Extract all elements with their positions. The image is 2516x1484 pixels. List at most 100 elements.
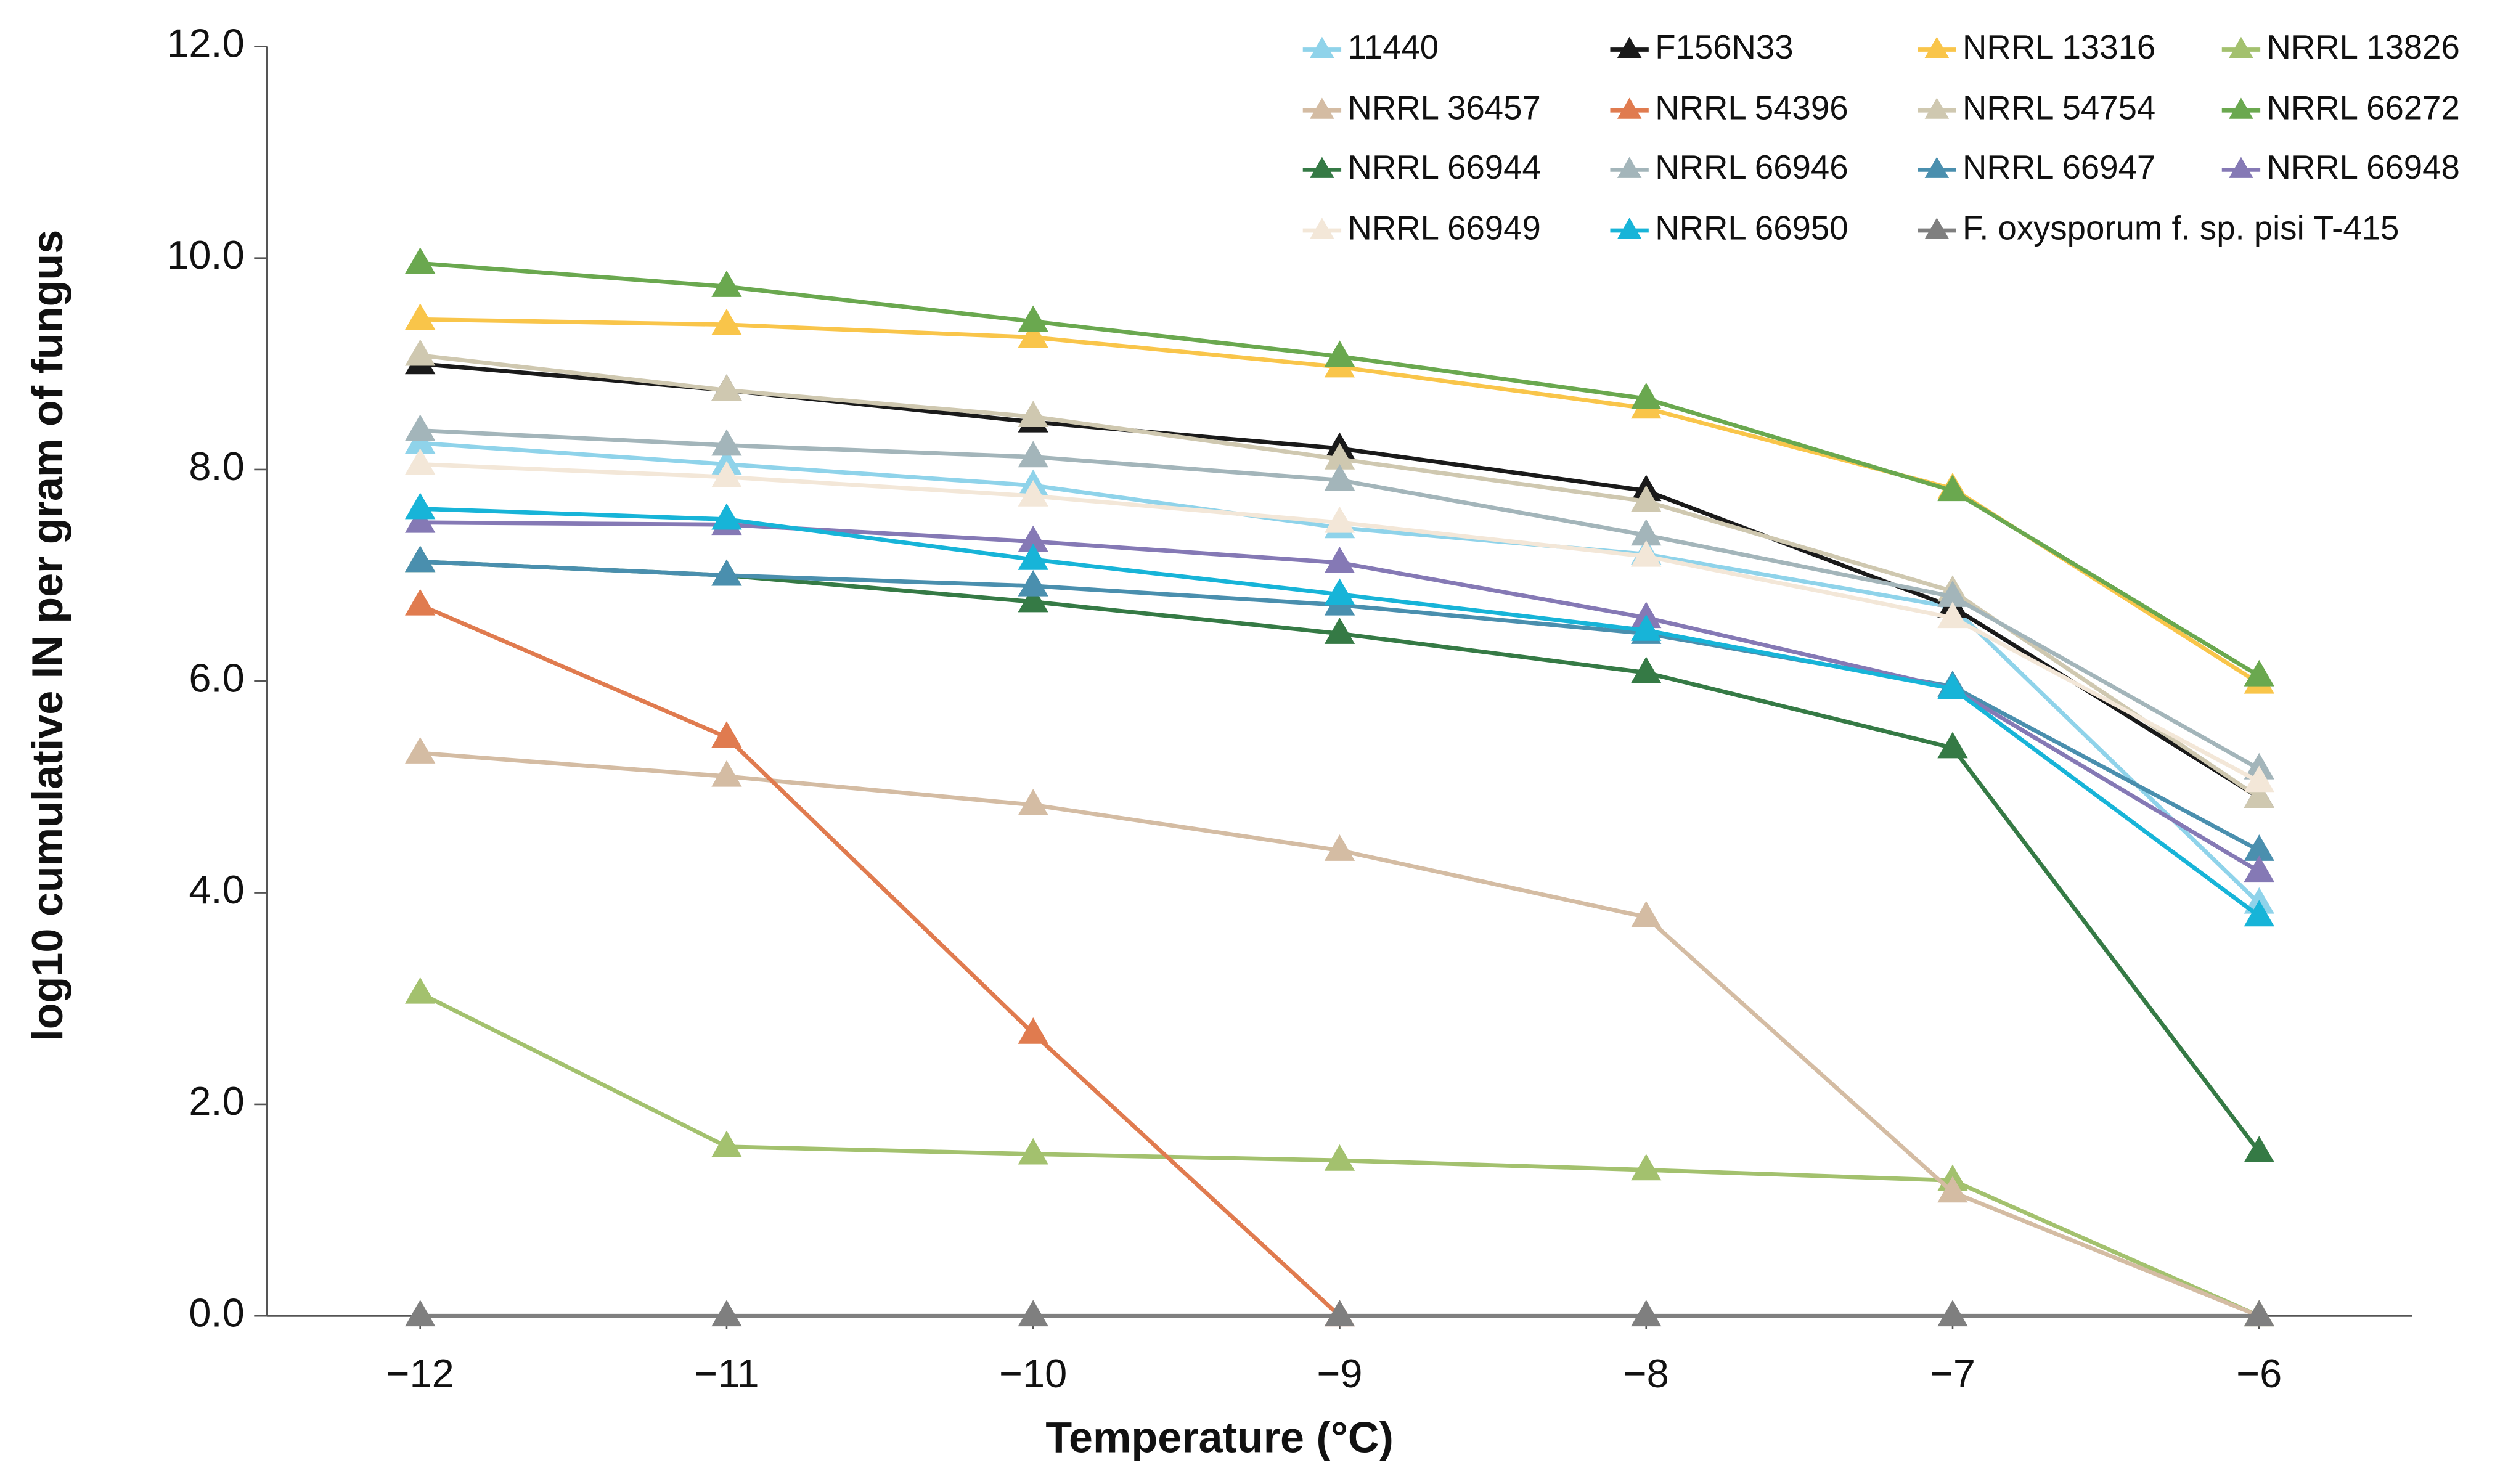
data-point	[1631, 540, 1662, 567]
data-point	[711, 559, 742, 586]
data-point	[711, 1130, 742, 1157]
data-point	[711, 374, 742, 401]
data-point	[405, 589, 436, 616]
legend-marker	[2229, 97, 2253, 119]
data-point	[2244, 659, 2274, 687]
legend-marker	[2229, 157, 2253, 178]
data-point	[1018, 525, 1048, 552]
y-tick-label: 10.0	[166, 232, 244, 277]
data-point	[1937, 1176, 1968, 1203]
data-point	[1937, 1300, 1968, 1327]
data-point	[2244, 781, 2274, 809]
data-point	[711, 308, 742, 335]
legend-marker	[1617, 157, 1642, 178]
data-point	[1324, 442, 1355, 470]
data-point	[2244, 765, 2274, 793]
legend-text: NRRL 66944	[1347, 149, 1540, 186]
data-point	[711, 271, 742, 297]
x-tick-label: −12	[386, 1351, 454, 1396]
data-point	[1631, 485, 1662, 512]
data-point	[405, 737, 436, 764]
data-point	[1324, 340, 1355, 367]
data-point	[2244, 834, 2274, 861]
data-point	[711, 461, 742, 487]
legend-marker	[1924, 218, 1950, 239]
data-point	[405, 492, 436, 520]
x-tick-label: −6	[2236, 1351, 2282, 1396]
y-tick-label: 2.0	[189, 1078, 244, 1123]
data-point	[1018, 1017, 1048, 1044]
data-point	[2244, 1300, 2274, 1327]
data-point	[1324, 834, 1355, 861]
legend-text: NRRL 54396	[1655, 89, 1848, 127]
y-tick-label: 8.0	[189, 444, 244, 489]
data-point	[1018, 569, 1048, 597]
legend-text: 11440	[1347, 28, 1439, 66]
data-point	[1631, 382, 1662, 409]
legend-text: NRRL 36457	[1347, 89, 1540, 127]
data-point	[711, 503, 742, 530]
x-tick-label: −9	[1317, 1351, 1362, 1396]
series-line	[419, 603, 1341, 1318]
data-point	[1631, 1300, 1662, 1327]
data-point	[1937, 475, 1968, 502]
data-point	[711, 429, 742, 456]
legend-marker	[1924, 36, 1950, 59]
data-point	[1018, 1138, 1048, 1165]
data-point	[405, 339, 436, 366]
data-point	[2244, 900, 2274, 927]
legend-text: NRRL 54754	[1963, 89, 2155, 127]
data-point	[1018, 789, 1048, 816]
y-tick-label: 0.0	[189, 1290, 244, 1335]
data-point	[1018, 401, 1048, 428]
legend-text: NRRL 66948	[2267, 149, 2460, 186]
data-point	[1631, 614, 1662, 641]
x-tick-label: −11	[694, 1351, 759, 1396]
data-point	[1018, 543, 1048, 570]
legend-text: NRRL 66272	[2267, 89, 2460, 127]
data-point	[711, 1300, 742, 1327]
legend-marker	[1310, 157, 1334, 178]
data-point	[1937, 601, 1968, 629]
data-point	[405, 448, 436, 475]
legend-text: NRRL 66946	[1655, 149, 1848, 186]
data-point	[1018, 441, 1048, 468]
data-point	[711, 721, 742, 748]
legend-marker	[1617, 36, 1642, 59]
legend-text: F. oxysporum f. sp. pisi T-415	[1963, 209, 2399, 247]
x-tick-label: −10	[999, 1351, 1067, 1396]
legend-marker	[1310, 97, 1334, 119]
data-point	[405, 977, 436, 1004]
data-point	[1018, 1300, 1048, 1327]
data-point	[1324, 506, 1355, 533]
y-axis-title: log10 cumulative IN per gram of fungus	[23, 230, 71, 1042]
data-point	[1324, 464, 1355, 491]
y-tick-label: 12.0	[166, 20, 244, 65]
data-point	[1631, 1154, 1662, 1181]
data-point	[1324, 618, 1355, 644]
data-point	[1324, 1144, 1355, 1171]
data-point	[711, 760, 742, 787]
data-point	[1937, 580, 1968, 607]
data-point	[405, 1300, 436, 1327]
data-point	[405, 247, 436, 274]
legend-marker	[2229, 36, 2253, 59]
data-point	[1631, 901, 1662, 928]
x-tick-label: −8	[1624, 1351, 1669, 1396]
y-tick-label: 4.0	[189, 867, 244, 912]
data-point	[1631, 519, 1662, 546]
data-point	[1937, 672, 1968, 699]
legend-text: NRRL 13316	[1963, 28, 2155, 66]
data-point	[405, 303, 436, 330]
data-point	[1324, 547, 1355, 573]
data-point	[1324, 578, 1355, 605]
legend-marker	[1924, 157, 1950, 178]
y-tick-label: 6.0	[189, 655, 244, 700]
legend-marker	[1617, 97, 1642, 119]
legend-text: F156N33	[1655, 28, 1793, 66]
data-point	[1018, 479, 1048, 507]
legend-marker	[1310, 36, 1334, 59]
legend-text: NRRL 66949	[1347, 209, 1540, 247]
series-line	[420, 353, 2261, 799]
